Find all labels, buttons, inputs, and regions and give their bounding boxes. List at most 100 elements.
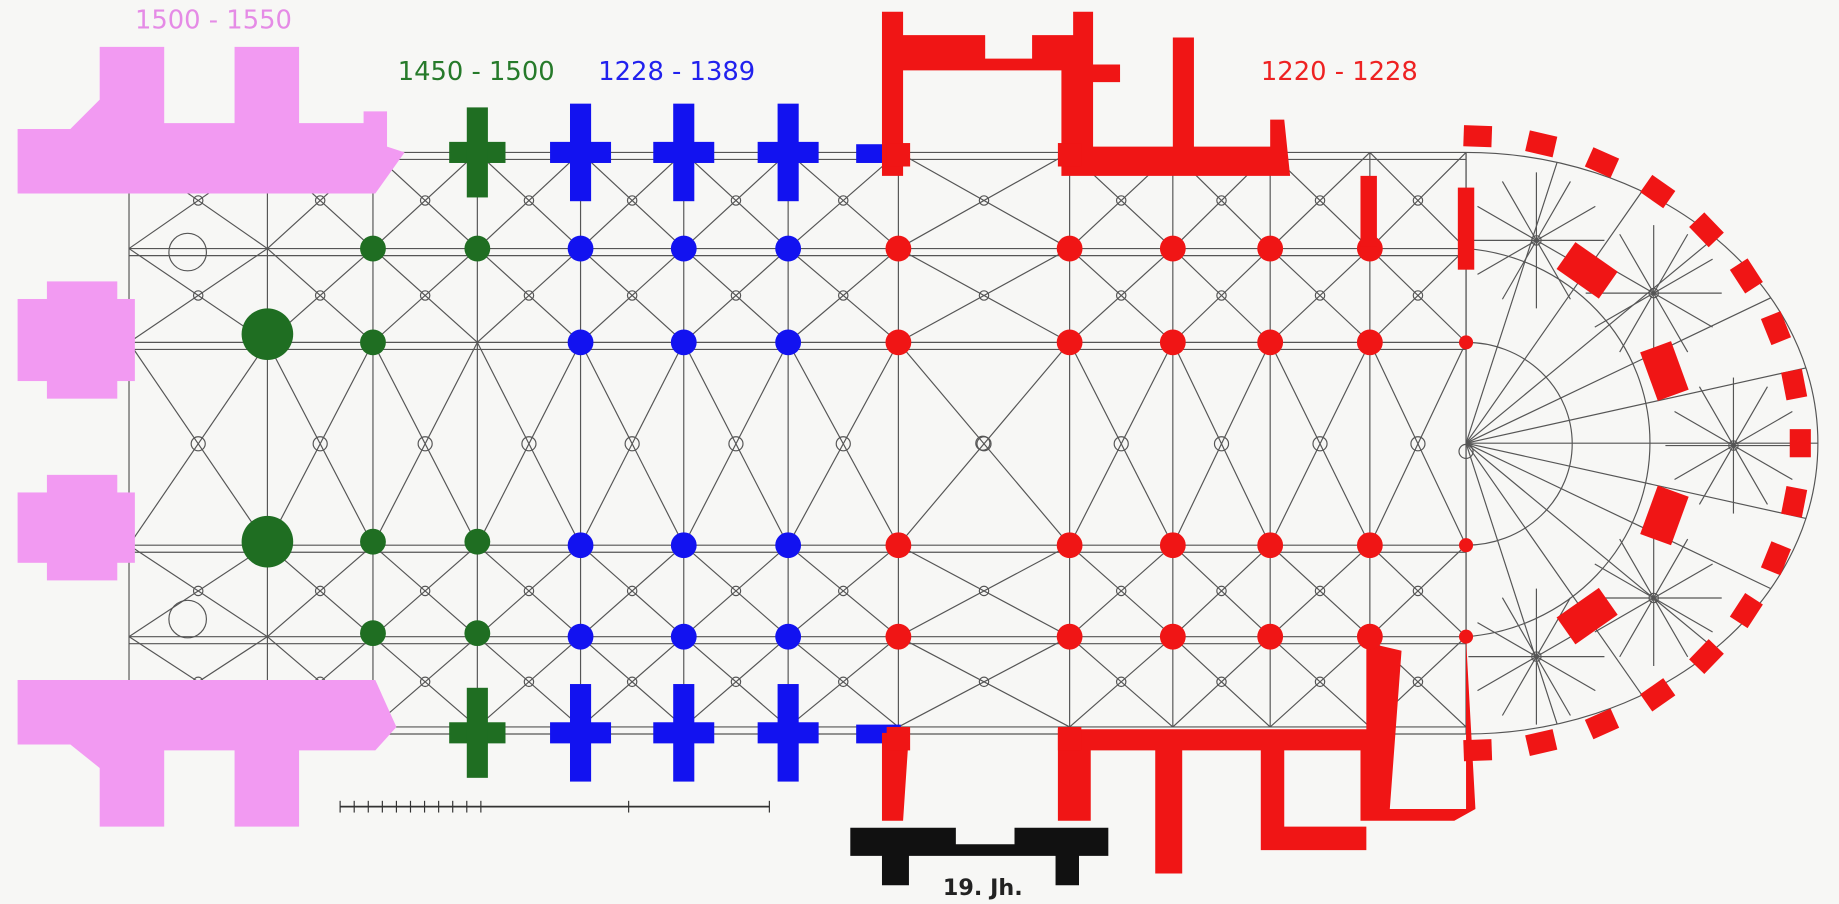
vault-rib xyxy=(897,341,1071,546)
vault-rib xyxy=(1535,656,1571,716)
vault-rib xyxy=(476,544,581,638)
vault-rib xyxy=(372,342,478,546)
vault-rib xyxy=(1477,205,1537,241)
pier xyxy=(1159,329,1186,356)
boss xyxy=(978,195,990,206)
pier xyxy=(567,623,594,650)
boss xyxy=(835,436,851,452)
boss xyxy=(314,195,326,206)
boss xyxy=(190,436,206,452)
boss xyxy=(1216,676,1227,688)
chapel-buttress xyxy=(1584,147,1620,178)
vault-rib xyxy=(476,636,581,728)
vault-rib xyxy=(580,248,685,343)
portal xyxy=(850,827,1109,886)
vault-rib xyxy=(267,544,374,638)
boss xyxy=(1115,290,1127,301)
vault-rib xyxy=(128,342,268,546)
chapel-buttress xyxy=(1463,739,1493,762)
boss xyxy=(419,290,431,301)
boss xyxy=(730,195,742,206)
vault-rib xyxy=(1653,292,1713,328)
vault-rib xyxy=(1535,240,1571,300)
pier xyxy=(360,235,386,262)
boss xyxy=(624,436,640,452)
boss xyxy=(192,195,204,206)
vault-rib xyxy=(476,151,581,249)
buttress xyxy=(569,684,592,782)
pier xyxy=(1257,329,1284,356)
pier xyxy=(1056,329,1083,356)
apse-pier xyxy=(1556,587,1618,645)
vault-rib xyxy=(580,636,685,728)
boss xyxy=(314,585,326,597)
pier xyxy=(241,308,294,360)
vault-rib xyxy=(683,636,789,728)
pier xyxy=(1356,532,1383,559)
west-tower xyxy=(17,46,405,194)
chapel-buttress xyxy=(1640,174,1676,209)
pier xyxy=(360,528,386,555)
vault-rib xyxy=(1594,597,1654,633)
chapel-buttress xyxy=(1689,212,1724,248)
boss xyxy=(419,195,431,206)
boss xyxy=(417,436,433,452)
choir-wall xyxy=(1360,175,1377,247)
vault-rib xyxy=(1465,442,1716,650)
pier xyxy=(567,235,594,262)
vault-rib xyxy=(1269,342,1371,546)
boss xyxy=(626,676,638,688)
vault-rib xyxy=(1536,656,1596,692)
vault-rib xyxy=(1172,342,1271,546)
pier xyxy=(464,620,491,647)
pier xyxy=(1056,532,1083,559)
vault-rib xyxy=(1465,443,1558,725)
vault-rib xyxy=(1674,411,1734,447)
boss xyxy=(626,195,638,206)
buttress xyxy=(466,107,488,198)
vault-rib xyxy=(1477,239,1537,275)
vault-rib xyxy=(1069,636,1174,728)
vault-rib xyxy=(1465,442,1772,590)
pier xyxy=(1257,235,1284,262)
vault-rib xyxy=(580,342,685,546)
vault-rib xyxy=(787,248,899,343)
vault-rib xyxy=(787,636,899,728)
transept-south xyxy=(881,639,1476,874)
label-choir: 1220 - 1228 xyxy=(1261,57,1418,87)
pier xyxy=(1459,629,1474,644)
boss xyxy=(730,585,742,597)
boss xyxy=(978,290,990,301)
apse-pier xyxy=(1640,341,1689,401)
vault-rib xyxy=(1172,248,1271,343)
pier xyxy=(885,235,912,262)
vault-rib xyxy=(1535,181,1571,241)
vault-rib xyxy=(1594,292,1654,328)
boss xyxy=(837,676,849,688)
vault-rib xyxy=(1653,597,1713,633)
vault-rib xyxy=(1172,544,1271,638)
vault-rib xyxy=(898,544,1070,638)
vault-rib xyxy=(128,248,268,343)
pier xyxy=(885,532,912,559)
vault-rib xyxy=(1069,248,1174,343)
vault-rib xyxy=(787,342,899,546)
pier xyxy=(775,623,802,650)
apse-pier xyxy=(1556,242,1618,299)
chapel-buttress xyxy=(1689,639,1724,675)
boss xyxy=(1115,676,1127,688)
west-buttress xyxy=(46,281,118,399)
pier xyxy=(464,235,491,262)
buttress xyxy=(886,143,911,167)
vault-rib xyxy=(1465,442,1643,696)
west-tower xyxy=(17,680,397,827)
vault-rib xyxy=(1653,258,1713,294)
boss xyxy=(1410,436,1426,452)
vault-rib xyxy=(476,342,582,546)
buttress xyxy=(673,684,695,782)
vault-rib xyxy=(1069,342,1174,546)
vault-rib xyxy=(1269,248,1371,343)
vault-rib xyxy=(1674,445,1734,481)
vault-rib xyxy=(683,151,789,250)
vault-rib xyxy=(1653,563,1713,599)
